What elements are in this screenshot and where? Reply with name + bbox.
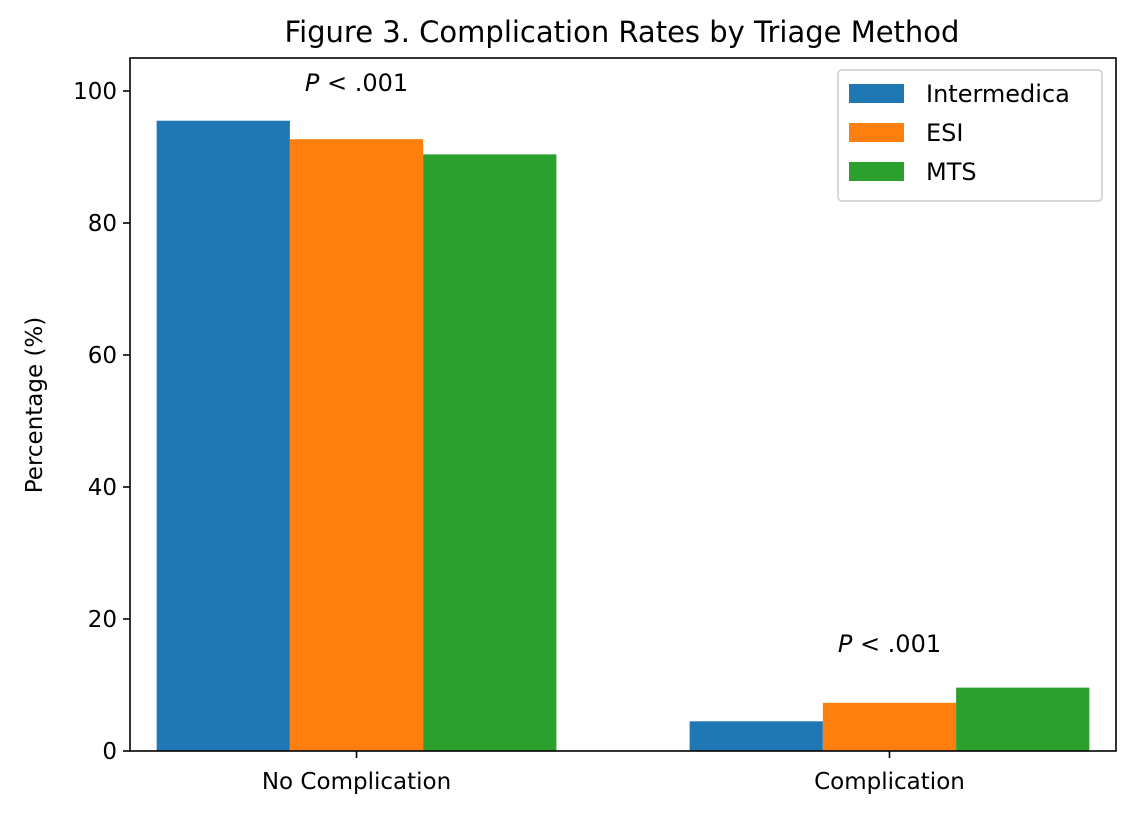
legend-swatch-mts bbox=[849, 162, 904, 181]
bar-intermedica-complication bbox=[689, 721, 823, 751]
legend-label-intermedica: Intermedica bbox=[926, 80, 1070, 108]
x-tick-label: Complication bbox=[814, 769, 965, 795]
legend-swatch-esi bbox=[849, 123, 904, 142]
bar-mts-complication bbox=[956, 687, 1090, 751]
p-value-annotation: P < .001 bbox=[838, 630, 941, 658]
y-tick-label: 60 bbox=[88, 343, 117, 369]
plot-area: 0 20 40 60 80 100 No Complication Complication P… bbox=[73, 57, 1117, 795]
bar-esi-complication bbox=[822, 702, 957, 751]
bar-mts-no-complication bbox=[423, 154, 557, 752]
y-tick-label: 0 bbox=[102, 739, 117, 765]
bar-intermedica-no-complication bbox=[156, 120, 290, 751]
x-tick-label: No Complication bbox=[262, 769, 451, 795]
y-axis-label: Percentage (%) bbox=[22, 317, 48, 494]
y-tick-label: 80 bbox=[88, 211, 117, 237]
y-tick-label: 40 bbox=[88, 475, 117, 501]
chart-title: Figure 3. Complication Rates by Triage M… bbox=[285, 15, 960, 49]
y-tick-label: 20 bbox=[88, 607, 117, 633]
axes-frame bbox=[129, 57, 1117, 752]
legend-swatch-intermedica bbox=[849, 84, 904, 103]
legend-label-mts: MTS bbox=[926, 158, 977, 186]
p-value-annotation: P < .001 bbox=[305, 69, 408, 97]
y-tick-label: 100 bbox=[73, 79, 117, 105]
legend-label-esi: ESI bbox=[926, 119, 963, 147]
bar-esi-no-complication bbox=[289, 139, 424, 751]
